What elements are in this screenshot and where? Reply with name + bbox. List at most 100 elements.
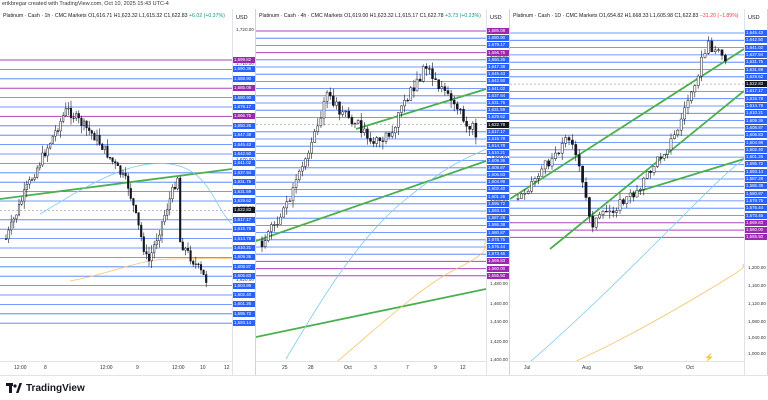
change-value: +3.73 (+0.23%) (445, 13, 481, 19)
candle-body (468, 125, 471, 130)
candle-body (459, 108, 462, 111)
candle-body (656, 156, 659, 167)
price-level-label: 1,614.78 (487, 143, 509, 150)
price-axis[interactable]: USD 1,200.00 1,160.00 1,120.00 1,080.00 1,04… (744, 9, 767, 375)
price-axis[interactable]: USD 1,720.001,710.001,670.001,660.001,65… (232, 9, 255, 375)
candle-body (584, 181, 588, 198)
candle-body (56, 130, 60, 132)
time-tick: 12 (460, 365, 466, 371)
candle-body (452, 100, 456, 105)
price-level-label: 1,666.75 (233, 113, 255, 120)
price-level-label: 1,595.72 (233, 310, 255, 317)
price-axis[interactable]: USD 1,710.001,700.001,660.001,640.001,62… (486, 9, 509, 375)
panel-header: Platinum · Cash · 1D · CMC Markets O1,65… (513, 13, 739, 19)
price-level-label: 1,647.38 (487, 64, 509, 70)
price-tick: 1,120.00 (748, 301, 766, 306)
candle-body (465, 120, 468, 127)
price-level-label: 1,586.38 (745, 183, 767, 190)
time-axis[interactable]: 25 28 Oct 3 7 9 12 (256, 361, 486, 375)
price-tick: 1,720.00 (236, 27, 254, 32)
trend-line (256, 288, 486, 338)
candle-body (171, 186, 174, 200)
candle-body (158, 234, 161, 241)
candle-body (632, 192, 635, 198)
candle-body (425, 66, 428, 69)
candle-body (707, 40, 710, 54)
time-tick: 8 (44, 365, 47, 371)
candle-body (103, 145, 106, 150)
price-level-label: 1,617.17 (487, 128, 509, 135)
price-level-label: 1,647.38 (233, 132, 255, 139)
price-level-label: 1,601.26 (233, 301, 255, 308)
candle-body (564, 137, 567, 144)
candle-body (356, 120, 360, 124)
price-level-label: 1,666.75 (487, 49, 509, 56)
time-tick: 12:00 (14, 365, 27, 371)
price-level-label: 1,586.38 (487, 222, 509, 229)
panel-header: Platinum · Cash · 4h · CMC Markets O1,61… (259, 13, 481, 19)
candle-body (147, 253, 151, 262)
candle-body (116, 162, 119, 167)
candle-body (533, 178, 537, 182)
candle-body (635, 190, 639, 198)
candle-body (693, 85, 697, 93)
candle-body (474, 122, 478, 138)
price-level-label: 1,602.40 (233, 292, 255, 298)
footer-bar: TradingView (0, 375, 768, 400)
candle-body (150, 252, 153, 262)
price-level-label: 1,631.75 (745, 59, 767, 66)
candlestick-chart-1h[interactable] (0, 9, 232, 361)
candle-body (577, 154, 581, 167)
price-level-label: 1,576.44 (487, 244, 509, 250)
candle-body (263, 240, 267, 247)
symbol-title: Platinum · Cash · 1D · CMC Markets (513, 13, 598, 19)
candle-body (720, 49, 724, 56)
candle-body (260, 240, 264, 247)
candle-body (418, 78, 422, 82)
time-axis[interactable]: 12:00 8 12:00 9 12:00 10 12 (0, 361, 232, 375)
price-level-label: 1,587.28 (487, 215, 509, 222)
candle-body (659, 156, 663, 159)
candle-body (598, 214, 601, 219)
ohlc-values: O1,654.82 H1,668.33 L1,605.98 C1,622.83 (598, 13, 699, 19)
candle-body (673, 134, 676, 139)
price-level-label: 1,641.02 (487, 85, 509, 92)
candle-body (601, 210, 605, 215)
candle-body (520, 193, 523, 199)
candlestick-chart-4h[interactable] (256, 9, 486, 361)
chart-panel-4h[interactable]: Platinum · Cash · 4h · CMC Markets O1,61… (256, 9, 510, 375)
candle-body (10, 221, 13, 231)
price-level-label: 1,573.46 (487, 251, 509, 258)
candle-body (316, 125, 320, 132)
ohlc-values: O1,616.71 H1,623.32 L1,615.32 C1,622.83 (88, 13, 188, 19)
candle-body (64, 108, 67, 116)
candle-body (649, 171, 652, 173)
time-tick: 12:00 (100, 365, 113, 371)
candle-body (369, 137, 372, 142)
candle-body (124, 172, 127, 177)
trend-line (355, 88, 486, 130)
candle-body (41, 152, 44, 166)
candle-body (282, 207, 285, 218)
candle-body (713, 49, 717, 52)
candle-body (43, 152, 47, 157)
candlestick-chart-1d[interactable] (510, 9, 744, 361)
price-level-label: 1,615.78 (745, 95, 767, 102)
candle-body (59, 121, 62, 132)
chart-panel-1d[interactable]: Platinum · Cash · 1D · CMC Markets O1,65… (510, 9, 768, 375)
time-axis[interactable]: Jul Aug Sep Oct (510, 361, 744, 375)
flash-icon[interactable]: ⚡ (704, 353, 714, 362)
price-level-label: 1,578.75 (487, 236, 509, 243)
moving-average-line (530, 158, 744, 361)
candle-body (335, 101, 338, 106)
currency-label: USD (236, 15, 248, 21)
candle-body (381, 140, 385, 142)
tradingview-logo[interactable]: TradingView (6, 383, 85, 394)
candle-body (62, 115, 65, 122)
chart-panel-1h[interactable]: Platinum · Cash · 1h · CMC Markets O1,61… (0, 9, 256, 375)
candle-body (662, 154, 666, 159)
candle-body (537, 175, 540, 179)
candle-body (686, 100, 690, 109)
candle-body (184, 248, 187, 251)
candle-body (145, 251, 148, 255)
